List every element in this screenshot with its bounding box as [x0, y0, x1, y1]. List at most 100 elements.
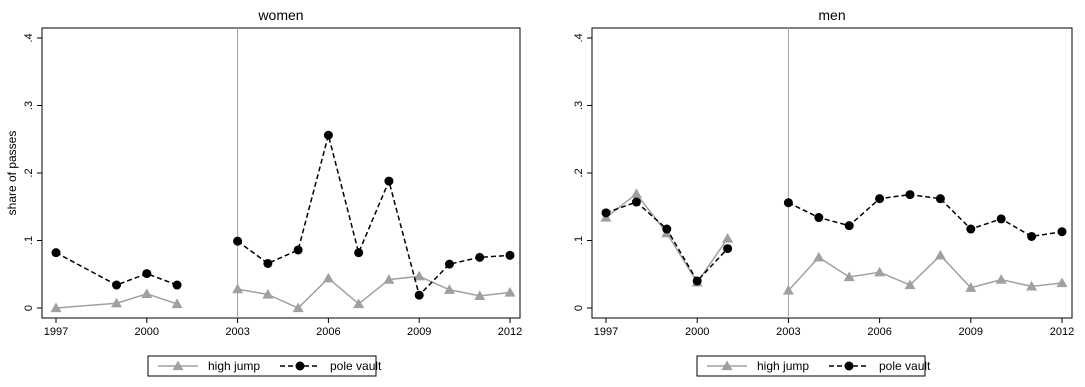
legend-marker-pole-vault [295, 361, 305, 371]
y-tick-label: .4 [573, 33, 585, 42]
panel-title: men [818, 7, 845, 23]
legend-marker-pole-vault [844, 361, 854, 371]
plot-frame [41, 27, 521, 319]
data-point-high-jump [383, 274, 395, 284]
data-point-pole-vault [935, 194, 945, 204]
y-tick-label: .1 [573, 236, 585, 245]
legend-label-pole-vault: pole vault [879, 359, 931, 373]
data-point-high-jump [141, 288, 153, 298]
plot-frame [591, 27, 1073, 319]
data-point-high-jump [443, 284, 455, 294]
data-point-high-jump [722, 232, 734, 243]
x-tick-label: 2012 [1050, 326, 1074, 338]
x-tick-label: 2006 [867, 326, 891, 338]
x-tick-label: 2000 [135, 326, 159, 338]
data-point-high-jump [965, 282, 977, 292]
x-tick-label: 2000 [685, 326, 709, 338]
data-point-high-jump [171, 298, 183, 309]
series-line-pole-vault [55, 251, 178, 286]
y-tick-label: 0 [573, 305, 585, 311]
panel-title: women [257, 7, 303, 23]
data-point-pole-vault [172, 280, 182, 290]
legend-marker-high-jump [172, 360, 184, 371]
data-point-pole-vault [905, 190, 915, 200]
chart-panel-women: women 1997 2000 2003 2006 2009 2012 0 .1 .2 .3 .4 sh… [5, 6, 522, 377]
data-point-pole-vault [723, 244, 733, 254]
x-tick-label: 2006 [316, 326, 340, 338]
data-point-high-jump [474, 290, 486, 300]
y-tick-label: .3 [23, 101, 35, 110]
series-line-pole-vault [605, 201, 729, 283]
data-point-pole-vault [384, 176, 394, 186]
data-point-high-jump [630, 188, 642, 199]
data-point-high-jump [843, 271, 855, 282]
data-point-pole-vault [875, 194, 885, 204]
data-point-pole-vault [1027, 231, 1037, 241]
series-line-pole-vault [237, 132, 511, 297]
x-tick-label: 1997 [594, 326, 618, 338]
x-tick-label: 2003 [776, 326, 800, 338]
series-line-pole-vault [788, 193, 1063, 238]
legend: high jump pole vault [147, 355, 382, 377]
data-point-pole-vault [233, 236, 243, 246]
data-point-high-jump [904, 279, 916, 290]
data-point-pole-vault [293, 245, 303, 255]
x-tick-label: 2009 [959, 326, 983, 338]
data-point-pole-vault [692, 276, 702, 286]
data-point-pole-vault [475, 252, 485, 262]
data-point-pole-vault [783, 198, 793, 208]
legend-box [696, 355, 926, 377]
data-point-pole-vault [112, 280, 122, 290]
y-tick-label: .2 [573, 168, 585, 177]
data-point-pole-vault [996, 214, 1006, 224]
data-point-high-jump [813, 251, 825, 262]
legend: high jump pole vault [696, 355, 931, 377]
data-point-high-jump [50, 302, 62, 313]
y-tick-label: 0 [23, 305, 35, 311]
data-point-pole-vault [444, 259, 454, 269]
x-tick-label: 1997 [44, 326, 68, 338]
data-point-pole-vault [814, 213, 824, 223]
data-point-high-jump [413, 270, 425, 281]
data-point-pole-vault [662, 224, 672, 234]
data-point-high-jump [1056, 277, 1068, 288]
data-point-high-jump [232, 283, 244, 294]
data-point-pole-vault [142, 269, 152, 279]
data-point-high-jump [782, 284, 794, 295]
y-axis-label: share of passes [5, 131, 19, 216]
data-point-pole-vault [966, 224, 976, 234]
data-point-high-jump [874, 266, 886, 277]
data-point-high-jump [262, 289, 274, 299]
legend-label-pole-vault: pole vault [330, 359, 382, 373]
data-point-high-jump [111, 297, 123, 308]
legend-marker-high-jump [721, 360, 733, 371]
chart-panel-men: men 1997 2000 2003 2006 2009 2012 0 .1 .2 .3 .4 high… [573, 6, 1074, 377]
data-point-high-jump [504, 286, 516, 297]
x-tick-label: 2003 [225, 326, 249, 338]
data-point-high-jump [995, 274, 1007, 284]
y-tick-label: .3 [573, 101, 585, 110]
data-point-pole-vault [354, 248, 364, 258]
x-tick-label: 2012 [498, 326, 522, 338]
data-point-pole-vault [263, 258, 273, 268]
data-point-pole-vault [505, 250, 515, 260]
legend-box [147, 355, 377, 377]
data-point-pole-vault [323, 130, 333, 140]
data-point-high-jump [1026, 280, 1038, 291]
panel-title-bar [592, 6, 1072, 28]
data-point-pole-vault [631, 197, 641, 207]
data-point-high-jump [292, 302, 304, 313]
y-tick-label: .1 [23, 236, 35, 245]
y-tick-label: .2 [23, 168, 35, 177]
data-point-pole-vault [414, 290, 424, 300]
series-line-high-jump [55, 293, 178, 309]
data-point-pole-vault [51, 248, 61, 258]
legend-label-high-jump: high jump [208, 359, 260, 373]
data-point-pole-vault [844, 221, 854, 231]
data-point-high-jump [322, 272, 334, 283]
legend-label-high-jump: high jump [757, 359, 809, 373]
series-line-high-jump [605, 192, 729, 284]
series-line-high-jump [237, 275, 511, 309]
series-line-high-jump [787, 254, 1063, 291]
